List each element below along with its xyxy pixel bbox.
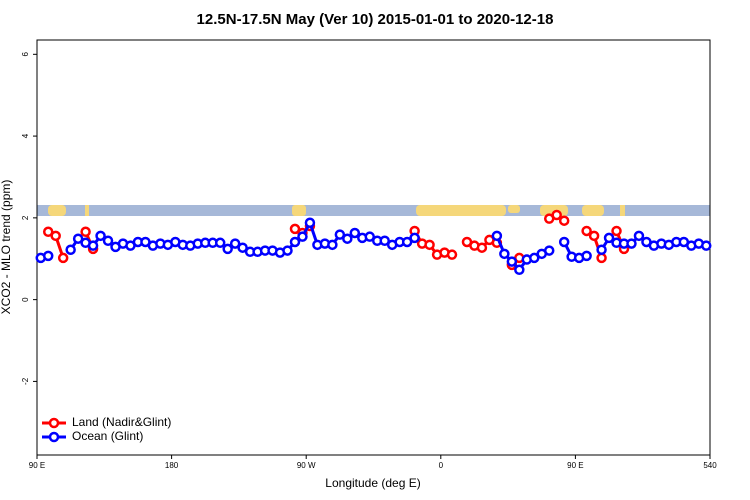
point	[558, 236, 570, 248]
land-patch	[508, 205, 520, 213]
point	[289, 236, 301, 248]
point	[701, 240, 712, 251]
point	[229, 238, 241, 249]
x-tick-label: 90 W	[297, 461, 316, 470]
point	[499, 248, 510, 260]
point	[214, 237, 226, 249]
point	[349, 227, 361, 239]
point	[72, 233, 84, 244]
point	[588, 230, 600, 242]
point	[327, 239, 338, 251]
legend-marker	[48, 417, 60, 429]
point	[506, 256, 518, 267]
point	[596, 244, 607, 255]
land-patch	[620, 205, 625, 216]
point	[102, 235, 114, 247]
point	[237, 242, 248, 253]
point	[529, 252, 540, 264]
legend-label: Land (Nadir&Glint)	[72, 415, 171, 429]
point	[401, 236, 413, 248]
y-tick-label: -2	[21, 377, 30, 385]
point	[558, 215, 570, 226]
point	[289, 223, 301, 235]
point	[342, 233, 353, 244]
x-tick-label: 0	[439, 461, 444, 470]
legend-label: Ocean (Glint)	[72, 429, 143, 443]
point	[596, 252, 607, 264]
point	[476, 242, 488, 253]
land-patch	[582, 205, 604, 216]
land-patch	[416, 205, 506, 216]
point	[379, 235, 390, 247]
point	[95, 230, 106, 242]
x-tick-label: 90 E	[567, 461, 583, 470]
point	[282, 245, 293, 256]
point	[491, 230, 503, 242]
ocean-strip	[37, 205, 710, 216]
y-tick-label: 0	[21, 297, 30, 302]
y-tick-label: 6	[21, 52, 30, 57]
point	[603, 232, 615, 244]
point	[364, 231, 376, 242]
point	[87, 240, 99, 251]
point	[42, 226, 54, 238]
point	[633, 230, 645, 242]
y-axis-label: XCO2 - MLO trend (ppm)	[0, 180, 13, 315]
point	[334, 229, 346, 240]
point	[446, 249, 458, 260]
point	[80, 226, 91, 238]
point	[222, 243, 233, 255]
legend-marker	[48, 431, 60, 443]
land-patch	[85, 205, 89, 216]
x-axis-label: Longitude (deg E)	[325, 476, 420, 490]
point	[50, 230, 61, 242]
point	[65, 244, 76, 255]
point	[543, 245, 555, 256]
map-strip	[37, 205, 710, 216]
x-tick-label: 180	[165, 461, 179, 470]
land-patch	[292, 205, 306, 216]
x-tick-label: 540	[703, 461, 717, 470]
point	[581, 250, 592, 262]
plot-frame	[36, 39, 711, 456]
point	[409, 232, 420, 244]
point	[297, 231, 308, 242]
chart-title: 12.5N-17.5N May (Ver 10) 2015-01-01 to 2…	[197, 11, 554, 28]
point	[514, 264, 525, 276]
point	[42, 250, 54, 262]
point	[611, 225, 622, 237]
point	[304, 217, 316, 229]
point	[57, 252, 69, 264]
y-tick-label: 4	[21, 133, 30, 138]
x-tick-label: 90 E	[29, 461, 45, 470]
point	[424, 239, 435, 251]
point	[626, 238, 637, 249]
land-patch	[48, 205, 66, 216]
y-tick-label: 2	[21, 215, 30, 220]
point	[581, 225, 592, 237]
point	[551, 209, 562, 221]
